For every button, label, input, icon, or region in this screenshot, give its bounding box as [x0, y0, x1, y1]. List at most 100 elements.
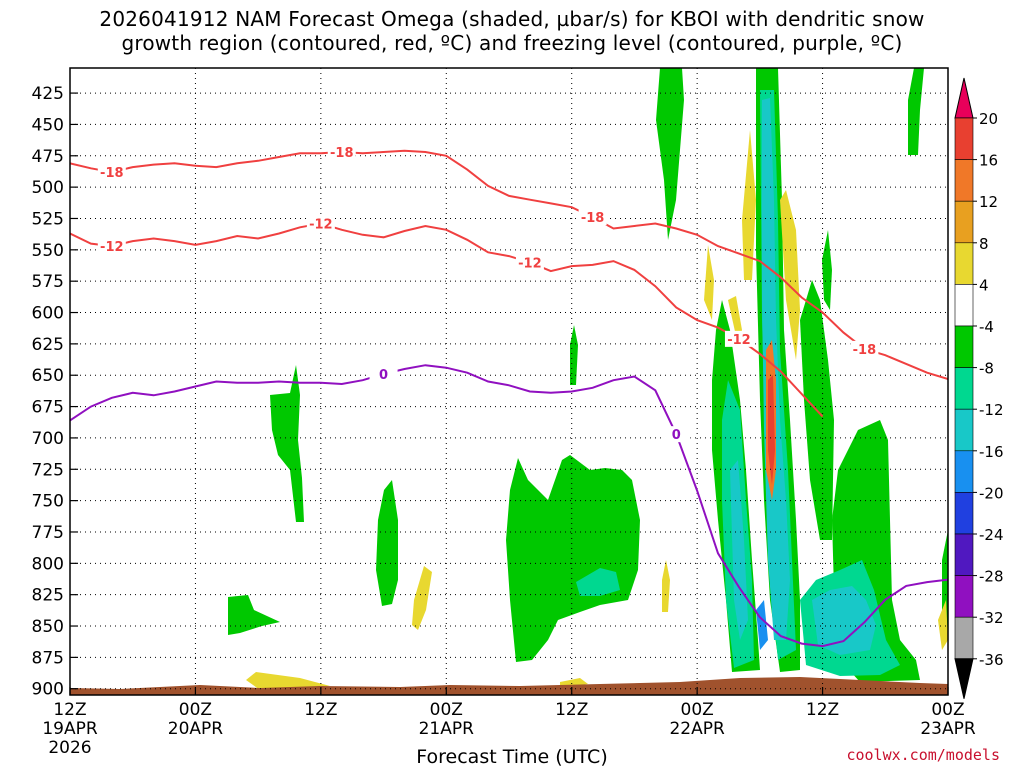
contour-label-bg — [97, 238, 126, 255]
colorbar-swatch — [954, 408, 974, 452]
colorbar: 20 16 12 8 4 -4 -8 -12 -16 -20 -24 -28 -32 -36 — [954, 77, 1004, 699]
contour-label: -18 — [853, 343, 877, 358]
x-tick-date: 19APR — [42, 719, 98, 739]
colorbar-label: 16 — [979, 152, 998, 170]
colorbar-label: -32 — [979, 609, 1004, 627]
colorbar-swatch — [954, 616, 974, 660]
x-tick-label: 00Z — [681, 700, 714, 720]
colorbar-swatch — [954, 575, 974, 618]
y-tick-label: 650 — [32, 366, 64, 386]
x-axis-title: Forecast Time (UTC) — [416, 746, 608, 768]
y-tick-label: 475 — [32, 147, 64, 167]
contour-label: -18 — [100, 166, 124, 181]
colorbar-label: -28 — [979, 568, 1004, 586]
contour-label-bg — [327, 144, 356, 161]
contour-line-0 — [70, 364, 948, 648]
colorbar-label: -16 — [979, 443, 1004, 461]
x-tick-date: 20APR — [168, 719, 224, 739]
y-tick-label: 450 — [32, 115, 64, 135]
x-tick-date: 22APR — [669, 719, 725, 739]
omega-shade-green — [822, 230, 832, 310]
colorbar-swatch — [954, 325, 974, 368]
omega-shade-yellow — [246, 672, 330, 690]
colorbar-swatch — [954, 159, 974, 202]
contour-label: 0 — [672, 428, 681, 443]
omega-shade-green — [376, 480, 398, 606]
colorbar-label: -12 — [979, 401, 1004, 419]
contour-label-bg — [850, 340, 879, 357]
y-tick-label: 600 — [32, 304, 64, 324]
y-tick-label: 550 — [32, 241, 64, 261]
y-tick-label: 775 — [32, 523, 64, 543]
x-tick-label: 00Z — [179, 700, 212, 720]
contour-line--18 — [70, 149, 948, 380]
omega-shade-green — [570, 325, 578, 385]
contour-label: -12 — [727, 333, 751, 348]
temperature-contours: -18 -18 -18 -18 -12 -12 -12 -12 0 0 — [70, 144, 948, 648]
x-tick-label: 12Z — [53, 700, 86, 720]
terrain-strip — [70, 677, 948, 695]
x-tick-label: 12Z — [304, 700, 337, 720]
omega-shade-yellow — [938, 600, 948, 650]
contour-label: -18 — [330, 146, 354, 161]
omega-shade-yellow — [662, 560, 670, 612]
y-tick-label: 725 — [32, 460, 64, 480]
colorbar-label: -20 — [979, 484, 1004, 502]
contour-label: -12 — [100, 240, 124, 255]
colorbar-swatch — [954, 533, 974, 576]
y-tick-label: 425 — [32, 84, 64, 104]
y-tick-label: 825 — [32, 586, 64, 606]
colorbar-label: -36 — [979, 651, 1004, 669]
omega-shade-yellow — [412, 566, 432, 630]
colorbar-label: -4 — [979, 318, 994, 336]
y-tick-label: 875 — [32, 648, 64, 668]
y-tick-label: 700 — [32, 429, 64, 449]
omega-shade-red — [768, 375, 775, 485]
colorbar-label: 4 — [979, 276, 989, 294]
colorbar-bottom-arrow — [954, 658, 974, 699]
colorbar-label: 8 — [979, 235, 989, 253]
colorbar-swatch — [954, 200, 974, 244]
x-tick-date: 21APR — [419, 719, 475, 739]
colorbar-label: -8 — [979, 360, 994, 378]
x-tick-label: 12Z — [806, 700, 839, 720]
contour-label-bg — [515, 254, 544, 271]
x-tick-label: 00Z — [931, 700, 964, 720]
omega-shading — [70, 68, 948, 695]
credit-text: coolwx.com/models — [846, 746, 1000, 764]
colorbar-swatch — [954, 492, 974, 535]
x-tick-year: 2026 — [48, 738, 91, 758]
y-tick-label: 675 — [32, 398, 64, 418]
omega-shade-cyan — [762, 98, 790, 640]
x-tick-label: 00Z — [430, 700, 463, 720]
colorbar-swatch — [954, 450, 974, 493]
colorbar-label: 12 — [979, 193, 998, 211]
colorbar-label: 20 — [979, 110, 998, 128]
contour-label: 0 — [379, 368, 388, 383]
colorbar-label: -24 — [979, 526, 1004, 544]
contour-label-bg — [97, 164, 126, 181]
contour-label-bg — [578, 209, 607, 226]
omega-shade-green — [228, 595, 280, 635]
colorbar-top-arrow — [954, 77, 974, 119]
contour-label-bg — [662, 426, 691, 443]
contour-label-bg — [306, 215, 335, 232]
colorbar-swatch — [954, 117, 974, 160]
contour-line--12 — [70, 222, 824, 418]
omega-shade-teal — [576, 568, 620, 596]
chart-title-line2: growth region (contoured, red, ºC) and f… — [121, 31, 903, 55]
x-tick-date: 23APR — [920, 719, 976, 739]
y-tick-label: 575 — [32, 272, 64, 292]
contour-label: -12 — [518, 256, 542, 271]
contour-label-bg — [369, 365, 398, 382]
y-tick-label: 850 — [32, 617, 64, 637]
contour-label: -18 — [581, 211, 605, 226]
omega-shade-blue — [756, 600, 768, 650]
omega-shade-cyan — [812, 586, 876, 655]
contour-label: -12 — [309, 217, 333, 232]
plot-frame — [69, 67, 949, 696]
chart-title-line1: 2026041912 NAM Forecast Omega (shaded, µ… — [99, 7, 925, 31]
y-tick-label: 750 — [32, 492, 64, 512]
omega-shade-green — [908, 68, 924, 155]
y-tick-label: 525 — [32, 209, 64, 229]
